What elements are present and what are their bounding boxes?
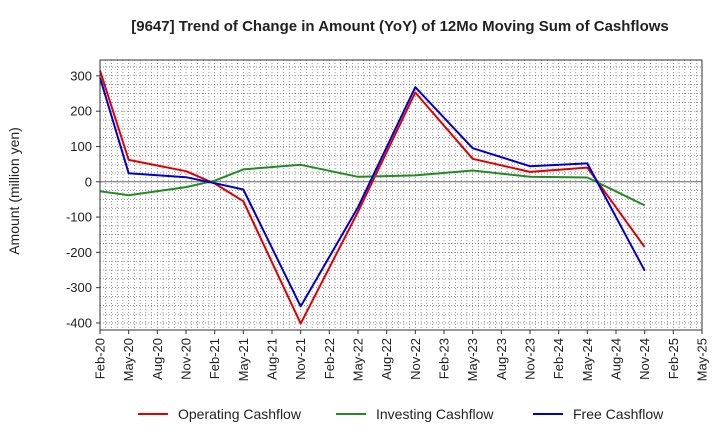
- x-tick-label: Nov-21: [293, 338, 308, 380]
- y-tick-label: -100: [66, 210, 92, 225]
- grid: [100, 60, 702, 330]
- y-tick-label: 300: [70, 68, 92, 83]
- y-tick-label: -200: [66, 245, 92, 260]
- y-axis-ticks: 300 200 100 0 -100 -200 -300 -400: [66, 68, 100, 330]
- y-tick-label: -300: [66, 280, 92, 295]
- series-line-investing-cashflow: [99, 163, 646, 207]
- legend-label-operating-cashflow: Operating Cashflow: [178, 406, 302, 422]
- x-tick-label: Feb-24: [551, 338, 566, 379]
- x-tick-label: May-23: [465, 338, 480, 381]
- x-tick-label: Nov-24: [637, 338, 652, 380]
- y-tick-label: 100: [70, 139, 92, 154]
- y-tick-label: 200: [70, 104, 92, 119]
- series-line-operating-cashflow: [99, 70, 646, 325]
- chart-title: [9647] Trend of Change in Amount (YoY) o…: [131, 18, 669, 35]
- y-tick-label: -400: [66, 315, 92, 330]
- x-tick-label: Feb-20: [93, 338, 108, 379]
- x-tick-label: Feb-22: [322, 338, 337, 379]
- x-tick-label: Aug-24: [609, 338, 624, 380]
- x-tick-label: Nov-22: [408, 338, 423, 380]
- x-tick-label: Aug-22: [379, 338, 394, 380]
- legend-label-investing-cashflow: Investing Cashflow: [376, 406, 494, 422]
- y-axis-label: Amount (million yen): [6, 127, 22, 255]
- x-axis-ticks: Feb-20 May-20 Aug-20 Nov-20 Feb-21 May-21 Aug-…: [93, 330, 710, 381]
- x-tick-label: May-22: [351, 338, 366, 381]
- x-tick-label: May-25: [695, 338, 710, 381]
- legend: Operating Cashflow Investing Cashflow Free…: [138, 406, 664, 422]
- x-tick-label: May-21: [236, 338, 251, 381]
- y-tick-label: 0: [85, 174, 92, 189]
- x-tick-label: Nov-20: [179, 338, 194, 380]
- plot-frame: [99, 59, 703, 331]
- x-tick-label: Feb-25: [666, 338, 681, 379]
- x-tick-label: Nov-23: [523, 338, 538, 380]
- x-tick-label: Aug-23: [494, 338, 509, 380]
- x-tick-label: May-20: [121, 338, 136, 381]
- x-tick-label: Aug-21: [265, 338, 280, 380]
- series-layer: [99, 70, 646, 325]
- x-tick-label: May-24: [580, 338, 595, 381]
- x-tick-label: Aug-20: [150, 338, 165, 380]
- x-tick-label: Feb-23: [437, 338, 452, 379]
- legend-label-free-cashflow: Free Cashflow: [573, 406, 664, 422]
- x-tick-label: Feb-21: [207, 338, 222, 379]
- series-line-free-cashflow: [99, 77, 646, 308]
